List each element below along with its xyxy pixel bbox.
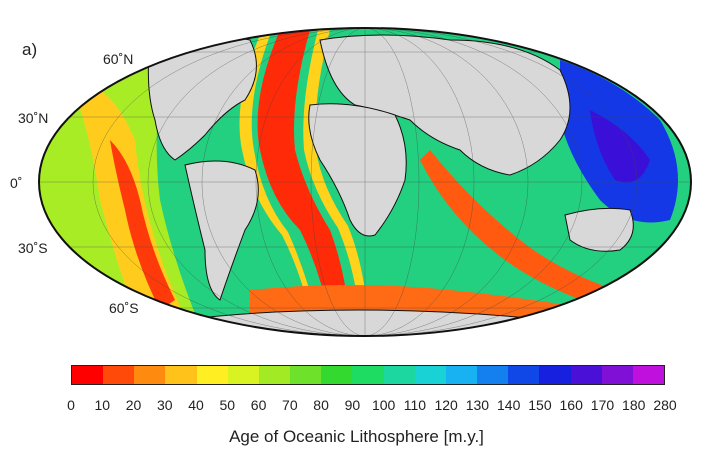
- colorbar-swatch: [227, 366, 259, 384]
- latitude-label-60s: 60˚S: [109, 300, 139, 316]
- colorbar-tick-label: 170: [590, 397, 615, 413]
- colorbar-tick-label: 160: [559, 397, 583, 413]
- colorbar-swatch: [508, 366, 540, 384]
- latitude-label-30s: 30˚S: [18, 240, 48, 256]
- colorbar-tick-label: 100: [371, 397, 396, 413]
- colorbar-ticks: 0 10 20 30 40 50 60 70 80 90 100 110 120 130 140 150 160…: [0, 397, 713, 415]
- colorbar-tick-label: 150: [528, 397, 552, 413]
- colorbar-swatch: [321, 366, 353, 384]
- colorbar-tick-label: 120: [434, 397, 458, 413]
- latitude-label-60n: 60˚N: [103, 51, 134, 67]
- colorbar-swatch: [165, 366, 197, 384]
- colorbar-tick-label: 90: [344, 397, 361, 413]
- colorbar-tick-label: 50: [219, 397, 236, 413]
- colorbar-swatch: [196, 366, 228, 384]
- colorbar-swatch: [414, 366, 446, 384]
- colorbar-tick-label: 20: [125, 397, 142, 413]
- colorbar-tick-label: 0: [67, 397, 75, 413]
- colorbar-tick-label: 180: [622, 397, 646, 413]
- east-pacific-rise: [110, 140, 175, 310]
- colorbar-tick-label: 70: [282, 397, 298, 413]
- colorbar-swatch: [539, 366, 571, 384]
- australia: [564, 207, 634, 252]
- colorbar-swatch: [290, 366, 322, 384]
- colorbar-tick-label: 30: [156, 397, 173, 413]
- colorbar-swatch: [477, 366, 509, 384]
- colorbar-tick-label: 10: [94, 397, 111, 413]
- latitude-label-0: 0˚: [10, 175, 23, 191]
- colorbar-swatch: [72, 366, 104, 384]
- colorbar: [71, 365, 665, 385]
- colorbar-swatch: [601, 366, 633, 384]
- colorbar-tick-label: 280: [653, 397, 677, 413]
- map-content: [39, 28, 691, 336]
- atlantic-band-east: [303, 30, 368, 320]
- colorbar-swatch: [352, 366, 384, 384]
- colorbar-swatch: [258, 366, 291, 384]
- colorbar-title: Age of Oceanic Lithosphere [m.y.]: [229, 427, 484, 446]
- colorbar-swatch: [445, 366, 478, 384]
- colorbar-swatch: [134, 366, 166, 384]
- africa: [308, 103, 407, 237]
- south-america: [184, 160, 259, 301]
- continents: [147, 34, 634, 336]
- colorbar-swatch: [570, 366, 602, 384]
- colorbar-swatch: [383, 366, 415, 384]
- colorbar-swatch: [103, 366, 135, 384]
- colorbar-tick-label: 80: [313, 397, 329, 413]
- latitude-label-30n: 30˚N: [18, 110, 49, 126]
- panel-label: a): [22, 40, 38, 59]
- colorbar-tick-label: 40: [188, 397, 204, 413]
- colorbar-tick-label: 60: [250, 397, 267, 413]
- colorbar-tick-label: 110: [403, 397, 427, 413]
- colorbar-tick-label: 130: [465, 397, 490, 413]
- colorbar-swatch: [632, 366, 664, 384]
- mid-atlantic-ridge: [257, 30, 350, 320]
- colorbar-tick-label: 140: [496, 397, 521, 413]
- map-border: [38, 27, 692, 337]
